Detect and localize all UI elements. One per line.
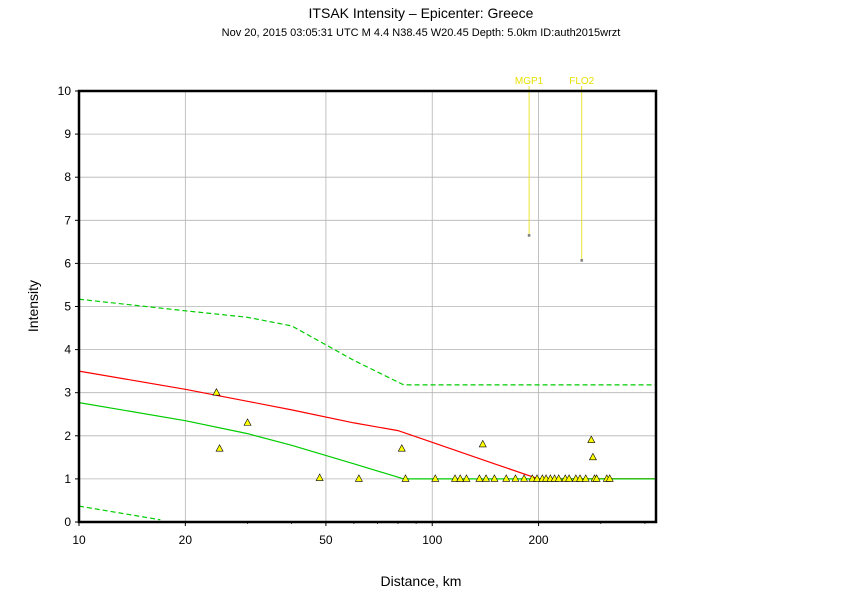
- y-tick-label: 1: [64, 472, 71, 486]
- dashed-bound-curve: [78, 505, 161, 521]
- station-point: [533, 474, 542, 482]
- x-tick-label: 100: [422, 533, 442, 547]
- y-tick-label: 9: [64, 127, 71, 141]
- y-axis-label: Intensity: [25, 280, 41, 332]
- station-point: [475, 474, 484, 482]
- station-point: [575, 474, 584, 482]
- station-point: [587, 435, 596, 443]
- station-point: [511, 474, 520, 482]
- station-point: [315, 473, 324, 481]
- station-point: [431, 474, 440, 482]
- x-tick-label: 50: [319, 533, 333, 547]
- y-tick-label: 8: [64, 170, 71, 184]
- dashed-bound-curve: [78, 298, 656, 386]
- station-point: [451, 474, 460, 482]
- y-tick-label: 7: [64, 213, 71, 227]
- station-point: [554, 474, 563, 482]
- y-tick-label: 2: [64, 429, 71, 443]
- red-model-curve: [78, 370, 656, 480]
- station-point: [478, 439, 487, 448]
- x-tick-label: 20: [179, 533, 193, 547]
- y-axis-ticks: 0 1 2 3 4 5 6 7 8 9 10: [58, 84, 79, 529]
- station-points: [212, 388, 614, 482]
- station-point: [482, 474, 491, 482]
- station-label-lines: MGP1 FLO2: [515, 76, 595, 262]
- station-marker: [580, 259, 584, 262]
- chart-title: ITSAK Intensity – Epicenter: Greece: [309, 5, 534, 21]
- y-tick-label: 5: [64, 300, 71, 314]
- station-point: [592, 474, 601, 482]
- station-marker: [527, 234, 531, 237]
- station-point: [397, 444, 406, 452]
- station-point: [528, 474, 537, 482]
- station-point: [456, 474, 465, 482]
- green-model-curve: [78, 402, 656, 480]
- x-tick-label: 200: [529, 533, 549, 547]
- grid-lines: [78, 90, 656, 523]
- station-point: [605, 474, 614, 482]
- station-point: [354, 474, 363, 482]
- model-curves: [78, 298, 656, 521]
- chart-subtitle: Nov 20, 2015 03:05:31 UTC M 4.4 N38.45 W…: [222, 27, 621, 39]
- station-label: FLO2: [569, 76, 594, 87]
- station-point: [401, 474, 410, 482]
- y-tick-label: 3: [64, 386, 71, 400]
- y-tick-label: 6: [64, 256, 71, 270]
- station-point: [581, 474, 590, 482]
- station-point: [502, 474, 511, 482]
- station-point: [490, 474, 499, 482]
- y-tick-label: 4: [64, 343, 71, 357]
- y-tick-label: 0: [64, 515, 71, 529]
- station-point: [588, 452, 597, 461]
- x-axis-ticks: 10 20 50 100 200: [72, 522, 646, 547]
- station-point: [462, 474, 471, 482]
- station-point: [565, 474, 574, 482]
- y-tick-label: 10: [58, 84, 72, 98]
- station-point: [243, 418, 252, 426]
- x-axis-label: Distance, km: [381, 573, 462, 589]
- station-point: [215, 444, 224, 452]
- station-label: MGP1: [515, 76, 544, 87]
- station-point: [212, 388, 221, 396]
- x-tick-label: 10: [72, 533, 86, 547]
- station-point: [520, 474, 529, 482]
